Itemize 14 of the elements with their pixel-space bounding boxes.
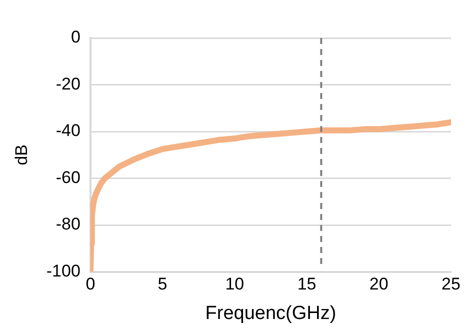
x-axis-title: Frequenc(GHz): [205, 302, 336, 324]
x-tick-label: 5: [158, 274, 168, 294]
y-tick-label: -80: [56, 214, 80, 234]
x-tick-label: 15: [297, 274, 316, 294]
y-tick-label: -60: [56, 168, 80, 187]
x-tick-label: 20: [369, 274, 388, 294]
y-tick-label: -100: [46, 261, 80, 280]
y-tick-label: -20: [56, 74, 80, 94]
x-tick-label: 0: [86, 274, 96, 294]
y-axis-title: dB: [12, 144, 31, 166]
x-tick-label: 25: [442, 274, 460, 294]
x-tick-label: 10: [225, 274, 244, 294]
y-tick-label: 0: [70, 28, 80, 47]
y-tick-label: -40: [56, 121, 80, 140]
